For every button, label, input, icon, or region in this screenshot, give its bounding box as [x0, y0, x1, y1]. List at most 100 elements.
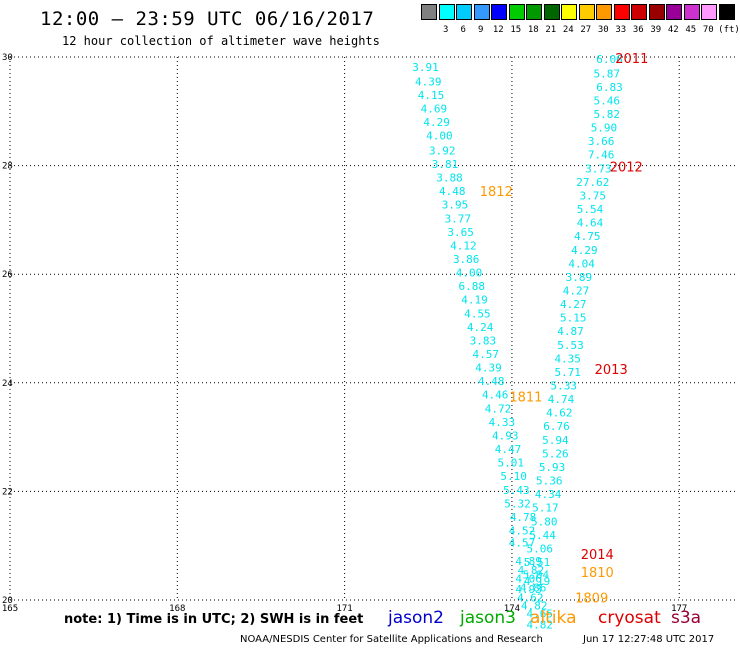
legend-swatch — [543, 4, 560, 20]
legend-swatch — [421, 4, 437, 20]
legend-swatch — [631, 4, 647, 20]
swh-data-label: 4.65 — [527, 608, 554, 621]
swh-data-label: 3.89 — [566, 271, 593, 284]
swh-data-label: 4.35 — [554, 352, 581, 365]
legend-swatch — [596, 4, 612, 20]
time-label: 2014 — [581, 548, 614, 563]
swh-data-label: 5.32 — [504, 497, 531, 510]
swh-data-label: 4.62 — [546, 407, 573, 420]
swh-data-label: 4.86 — [520, 582, 547, 595]
swh-data-label: 3.75 — [580, 189, 607, 202]
legend-label: 3 — [443, 25, 449, 35]
swh-data-label: 4.69 — [421, 103, 448, 116]
satellite-name: s3a — [671, 608, 702, 628]
swh-data-label: 4.29 — [571, 244, 598, 257]
y-tick-label: 30 — [2, 53, 13, 63]
swh-data-label: 4.52 — [509, 524, 536, 537]
legend-swatch — [456, 4, 472, 20]
legend-swatch — [648, 4, 665, 20]
x-tick-label: 168 — [169, 604, 185, 614]
swh-data-label: 4.93 — [492, 429, 519, 442]
swh-data-label: 4.87 — [557, 325, 584, 338]
x-tick-label: 174 — [504, 604, 520, 614]
swh-data-label: 4.34 — [535, 488, 562, 501]
legend-label: 24 — [562, 25, 574, 35]
swh-data-label: 4.55 — [464, 307, 491, 320]
satellite-name: jason3 — [460, 608, 516, 628]
swh-data-label: 4.19 — [524, 575, 551, 588]
swh-data-label: 4.19 — [461, 294, 488, 307]
legend-label: 36 — [632, 25, 644, 35]
swh-data-label: 4.29 — [423, 116, 450, 129]
legend-label: 30 — [597, 25, 609, 35]
swh-data-label: 3.86 — [453, 253, 480, 266]
swh-data-label: 5.17 — [532, 502, 559, 515]
legend-label: 6 — [460, 25, 466, 35]
y-tick-label: 22 — [2, 487, 13, 497]
swh-data-label: 4.27 — [563, 284, 590, 297]
legend-label: 15 — [510, 25, 522, 35]
swh-data-label: 4.74 — [548, 393, 575, 406]
time-label: 1812 — [480, 185, 513, 200]
swh-data-label: 5.01 — [498, 457, 525, 470]
swh-data-label: 3.73 — [585, 162, 612, 175]
swh-data-label: 27.62 — [576, 176, 609, 189]
chart-subtitle: 12 hour collection of altimeter wave hei… — [62, 34, 380, 48]
satellite-name: cryosat — [598, 608, 661, 628]
legend-label: 9 — [478, 25, 484, 35]
legend-label: 21 — [545, 25, 557, 35]
time-label: 2012 — [610, 161, 643, 176]
swh-data-label: 4.47 — [495, 443, 522, 456]
swh-data-label: 3.95 — [442, 199, 469, 212]
swh-data-label: 5.90 — [591, 122, 618, 135]
legend-label: 70 — [702, 25, 714, 35]
swh-data-label: 6.76 — [543, 420, 570, 433]
swh-data-label: 4.39 — [475, 362, 502, 375]
swh-data-label: 3.77 — [445, 212, 472, 225]
swh-data-label: 5.46 — [593, 94, 620, 107]
swh-data-label: 3.91 — [412, 61, 439, 74]
swh-data-label: 4.48 — [478, 375, 505, 388]
swh-data-label: 4.48 — [439, 185, 466, 198]
legend-swatch — [438, 4, 455, 20]
legend-swatch — [701, 4, 717, 20]
swh-data-label: 4.27 — [560, 298, 587, 311]
swh-data-label: 4.62 — [517, 591, 544, 604]
swh-data-label: 4.33 — [489, 416, 516, 429]
swh-data-label: 4.24 — [467, 321, 494, 334]
swh-data-label: 5.06 — [527, 542, 554, 555]
swh-data-label: 5.53 — [557, 339, 584, 352]
y-tick-label: 24 — [2, 379, 13, 389]
swh-data-label: 5.15 — [560, 312, 587, 325]
legend-label: 27 — [580, 25, 592, 35]
swh-data-label: 6.06 — [596, 53, 623, 66]
swh-data-label: 4.04 — [568, 257, 595, 270]
swh-data-label: 4.39 — [415, 75, 442, 88]
swh-data-label: 4.46 — [482, 389, 509, 402]
legend-label: 42 — [667, 25, 679, 35]
swh-data-label: 3.81 — [432, 158, 459, 171]
swh-data-label: 3.65 — [447, 226, 474, 239]
swh-data-label: 4.72 — [485, 402, 512, 415]
y-tick-label: 20 — [2, 596, 13, 606]
y-tick-label: 28 — [2, 162, 13, 172]
swh-data-label: 4.82 — [518, 564, 545, 577]
swh-data-label: 5.93 — [539, 461, 566, 474]
swh-data-label: 4.06 — [515, 572, 542, 585]
swh-data-label: 4.82 — [527, 618, 554, 631]
satellite-name: jason2 — [388, 608, 444, 628]
swh-data-label: 5.36 — [536, 475, 563, 488]
swh-data-label: 5.80 — [531, 515, 558, 528]
time-label: 1809 — [575, 591, 608, 606]
swh-data-label: 5.54 — [577, 203, 604, 216]
swh-data-label: 4.15 — [418, 89, 445, 102]
legend-swatch — [526, 4, 542, 20]
swh-data-label: 5.82 — [593, 108, 620, 121]
credit-text: NOAA/NESDIS Center for Satellite Applica… — [240, 634, 543, 645]
time-label: 1811 — [509, 390, 542, 405]
swh-data-label: 4.93 — [515, 583, 542, 596]
legend-swatch — [613, 4, 630, 20]
swh-data-label: 3.66 — [588, 135, 615, 148]
